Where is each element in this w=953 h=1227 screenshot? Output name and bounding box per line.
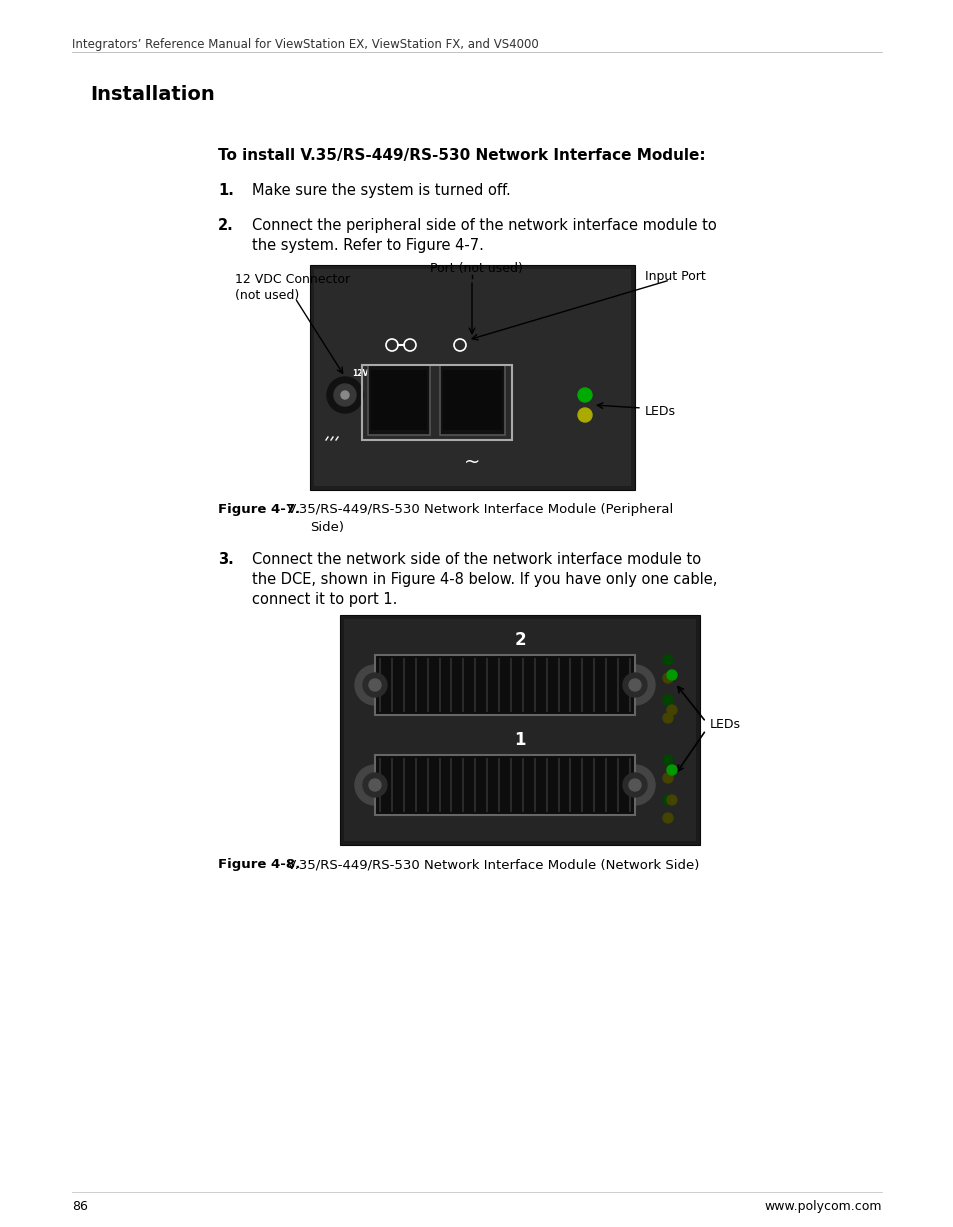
Text: 86: 86 xyxy=(71,1200,88,1214)
Text: LEDs: LEDs xyxy=(709,718,740,731)
Circle shape xyxy=(369,679,380,691)
Text: Port (not used): Port (not used) xyxy=(430,263,522,275)
Text: 3.: 3. xyxy=(218,552,233,567)
Text: 2.: 2. xyxy=(218,218,233,233)
Circle shape xyxy=(327,377,363,413)
Circle shape xyxy=(578,409,592,422)
Circle shape xyxy=(622,773,646,798)
Circle shape xyxy=(662,795,672,805)
Text: connect it to port 1.: connect it to port 1. xyxy=(252,591,397,607)
FancyBboxPatch shape xyxy=(439,364,504,436)
Circle shape xyxy=(662,713,672,723)
Text: V.35/RS-449/RS-530 Network Interface Module (Network Side): V.35/RS-449/RS-530 Network Interface Mod… xyxy=(274,858,699,871)
Circle shape xyxy=(363,773,387,798)
FancyBboxPatch shape xyxy=(375,655,635,715)
Circle shape xyxy=(662,814,672,823)
Circle shape xyxy=(666,764,677,775)
Text: 1: 1 xyxy=(514,731,525,748)
FancyBboxPatch shape xyxy=(371,371,427,429)
Circle shape xyxy=(628,679,640,691)
FancyBboxPatch shape xyxy=(344,618,696,840)
Circle shape xyxy=(622,672,646,697)
Circle shape xyxy=(662,672,672,683)
Circle shape xyxy=(369,779,380,791)
Text: Integrators’ Reference Manual for ViewStation EX, ViewStation FX, and VS4000: Integrators’ Reference Manual for ViewSt… xyxy=(71,38,538,52)
Text: LEDs: LEDs xyxy=(644,405,676,418)
Text: To install V.35/RS-449/RS-530 Network Interface Module:: To install V.35/RS-449/RS-530 Network In… xyxy=(218,148,705,163)
Text: the system. Refer to Figure 4-7.: the system. Refer to Figure 4-7. xyxy=(252,238,483,253)
FancyBboxPatch shape xyxy=(368,364,430,436)
Circle shape xyxy=(615,665,655,706)
FancyBboxPatch shape xyxy=(339,615,700,845)
Text: www.polycom.com: www.polycom.com xyxy=(763,1200,882,1214)
Text: (not used): (not used) xyxy=(234,290,299,302)
Circle shape xyxy=(662,755,672,764)
Text: Figure 4-8.: Figure 4-8. xyxy=(218,858,300,871)
Text: Installation: Installation xyxy=(90,85,214,104)
Circle shape xyxy=(578,388,592,402)
Circle shape xyxy=(334,384,355,406)
Text: 1.: 1. xyxy=(218,183,233,198)
Circle shape xyxy=(666,795,677,805)
Text: Make sure the system is turned off.: Make sure the system is turned off. xyxy=(252,183,510,198)
Circle shape xyxy=(662,773,672,783)
Text: Input Port: Input Port xyxy=(644,270,705,283)
Circle shape xyxy=(355,764,395,805)
Circle shape xyxy=(662,694,672,706)
Text: V.35/RS-449/RS-530 Network Interface Module (Peripheral: V.35/RS-449/RS-530 Network Interface Mod… xyxy=(274,503,673,517)
Text: Connect the peripheral side of the network interface module to: Connect the peripheral side of the netwo… xyxy=(252,218,716,233)
Text: Connect the network side of the network interface module to: Connect the network side of the network … xyxy=(252,552,700,567)
Circle shape xyxy=(363,672,387,697)
Circle shape xyxy=(662,655,672,665)
Text: 12VDC: 12VDC xyxy=(352,369,380,378)
FancyBboxPatch shape xyxy=(314,269,630,486)
Text: Figure 4-7.: Figure 4-7. xyxy=(218,503,300,517)
Circle shape xyxy=(666,706,677,715)
Text: 12 VDC Connector: 12 VDC Connector xyxy=(234,272,350,286)
Circle shape xyxy=(666,670,677,680)
FancyBboxPatch shape xyxy=(310,265,635,490)
Text: the DCE, shown in Figure 4-8 below. If you have only one cable,: the DCE, shown in Figure 4-8 below. If y… xyxy=(252,572,717,587)
FancyBboxPatch shape xyxy=(375,755,635,815)
Circle shape xyxy=(355,665,395,706)
Text: ~: ~ xyxy=(463,453,479,471)
Text: Side): Side) xyxy=(310,521,344,534)
FancyBboxPatch shape xyxy=(442,371,501,429)
Circle shape xyxy=(628,779,640,791)
Circle shape xyxy=(340,391,349,399)
Text: 2: 2 xyxy=(514,631,525,649)
Circle shape xyxy=(615,764,655,805)
